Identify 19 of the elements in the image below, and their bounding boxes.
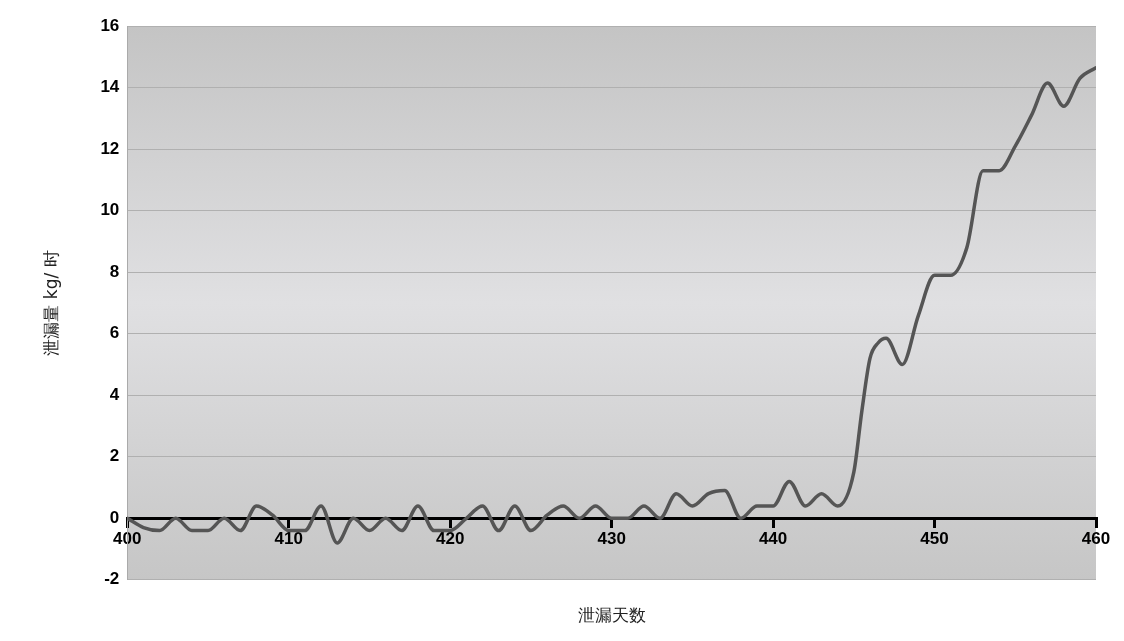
y-tick-label: 0 [109,507,120,527]
y-tick-label: 16 [100,15,120,35]
x-tick-label: 400 [113,529,142,549]
x-tick-label: 450 [920,529,949,549]
y-tick-label: 8 [109,261,120,281]
y-tick-label: 2 [109,446,120,466]
x-tick-label: 440 [758,529,788,549]
y-tick-label: 10 [100,200,120,220]
y-tick-label: 4 [109,384,120,404]
x-tick-label: 460 [1081,529,1111,549]
y-axis-title: 泄漏量 kg/ 时 [40,250,61,356]
x-tick-label: 430 [597,529,626,549]
y-tick-label: -2 [104,569,120,589]
x-tick-label: 410 [274,529,303,549]
y-tick-label: 14 [100,77,120,97]
x-axis-title: 泄漏天数 [576,604,647,627]
x-tick-label: 420 [436,529,465,549]
y-tick-label: 12 [100,138,120,158]
y-tick-label: 6 [109,323,120,343]
